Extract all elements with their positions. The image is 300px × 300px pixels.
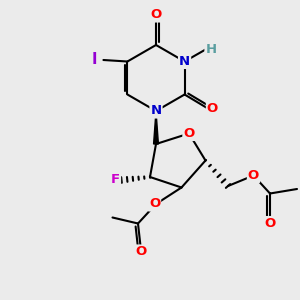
Text: O: O bbox=[135, 245, 147, 259]
Text: O: O bbox=[248, 169, 259, 182]
Text: O: O bbox=[150, 8, 162, 22]
Text: I: I bbox=[92, 52, 97, 68]
Text: O: O bbox=[264, 217, 276, 230]
Text: O: O bbox=[183, 127, 195, 140]
Text: F: F bbox=[111, 173, 120, 187]
Text: H: H bbox=[206, 43, 217, 56]
Text: O: O bbox=[149, 197, 160, 211]
Text: N: N bbox=[150, 104, 162, 118]
Text: N: N bbox=[179, 55, 190, 68]
Polygon shape bbox=[154, 111, 158, 144]
Text: O: O bbox=[207, 101, 218, 115]
